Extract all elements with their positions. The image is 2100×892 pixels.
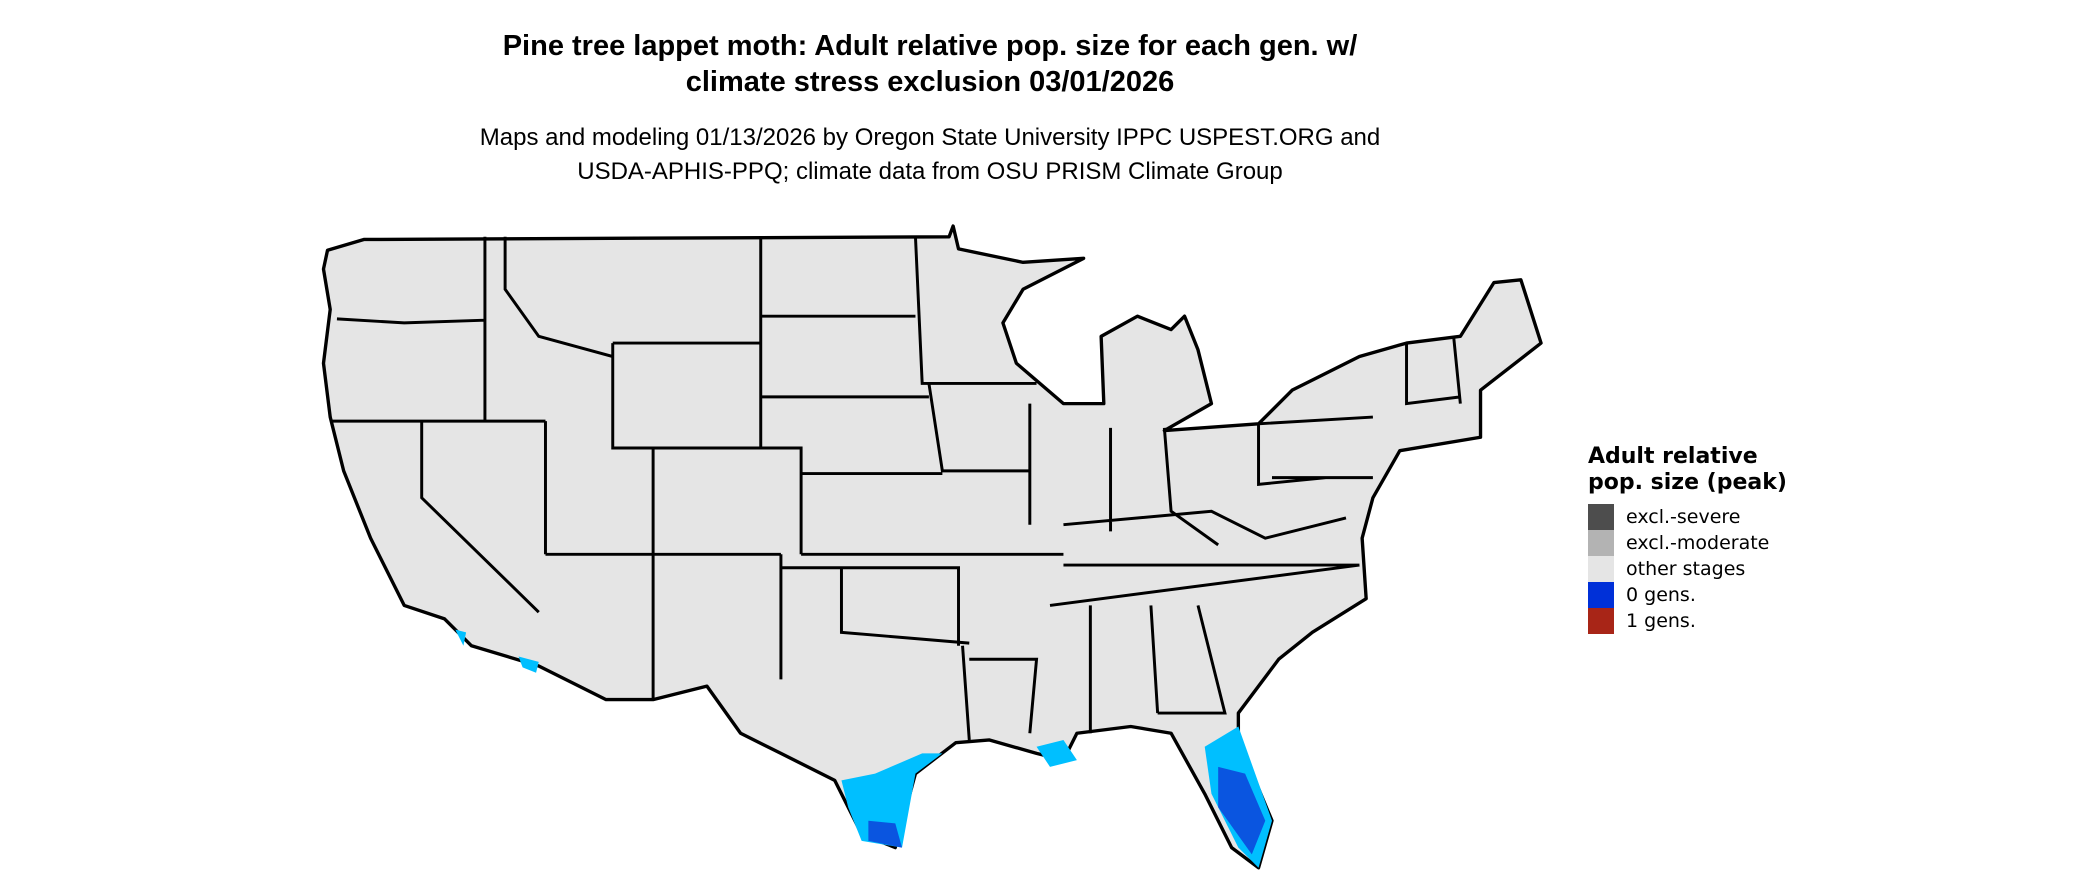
legend-label: 0 gens. xyxy=(1626,584,1696,606)
legend-swatch xyxy=(1588,556,1614,582)
us-land xyxy=(321,224,1543,870)
legend-swatch xyxy=(1588,530,1614,556)
legend-swatch xyxy=(1588,504,1614,530)
blue-regions xyxy=(455,629,1272,868)
state-borders xyxy=(330,236,1462,741)
legend-item-0-gens: 0 gens. xyxy=(1588,582,1788,608)
title-line-1: Pine tree lappet moth: Adult relative po… xyxy=(502,30,1358,62)
legend-item-other-stages: other stages xyxy=(1588,556,1788,582)
louisiana-coast xyxy=(1036,739,1077,767)
california-spot xyxy=(455,629,467,646)
legend-swatch xyxy=(1588,608,1614,634)
legend-label: other stages xyxy=(1626,558,1746,580)
subtitle-line-2: USDA-APHIS-PPQ; climate data from OSU PR… xyxy=(577,158,1283,185)
florida-dark xyxy=(1218,766,1266,855)
subtitle-line-1: Maps and modeling 01/13/2026 by Oregon S… xyxy=(479,124,1381,151)
legend-item-1-gens: 1 gens. xyxy=(1588,608,1788,634)
legend-swatch xyxy=(1588,582,1614,608)
legend-label: excl.-severe xyxy=(1626,506,1741,528)
legend-item-excl-moderate: excl.-moderate xyxy=(1588,530,1788,556)
legend-label: excl.-moderate xyxy=(1626,532,1770,554)
title-line-2: climate stress exclusion 03/01/2026 xyxy=(685,66,1175,98)
texas-coast-dark xyxy=(868,820,903,848)
legend-item-excl-severe: excl.-severe xyxy=(1588,504,1788,530)
legend-label: 1 gens. xyxy=(1626,610,1696,632)
legend-title: Adult relative pop. size (peak) xyxy=(1588,444,1787,495)
legend: Adult relative pop. size (peak) excl.-se… xyxy=(1588,444,1788,634)
arizona-spot xyxy=(518,656,539,673)
texas-coast-light xyxy=(841,753,943,848)
